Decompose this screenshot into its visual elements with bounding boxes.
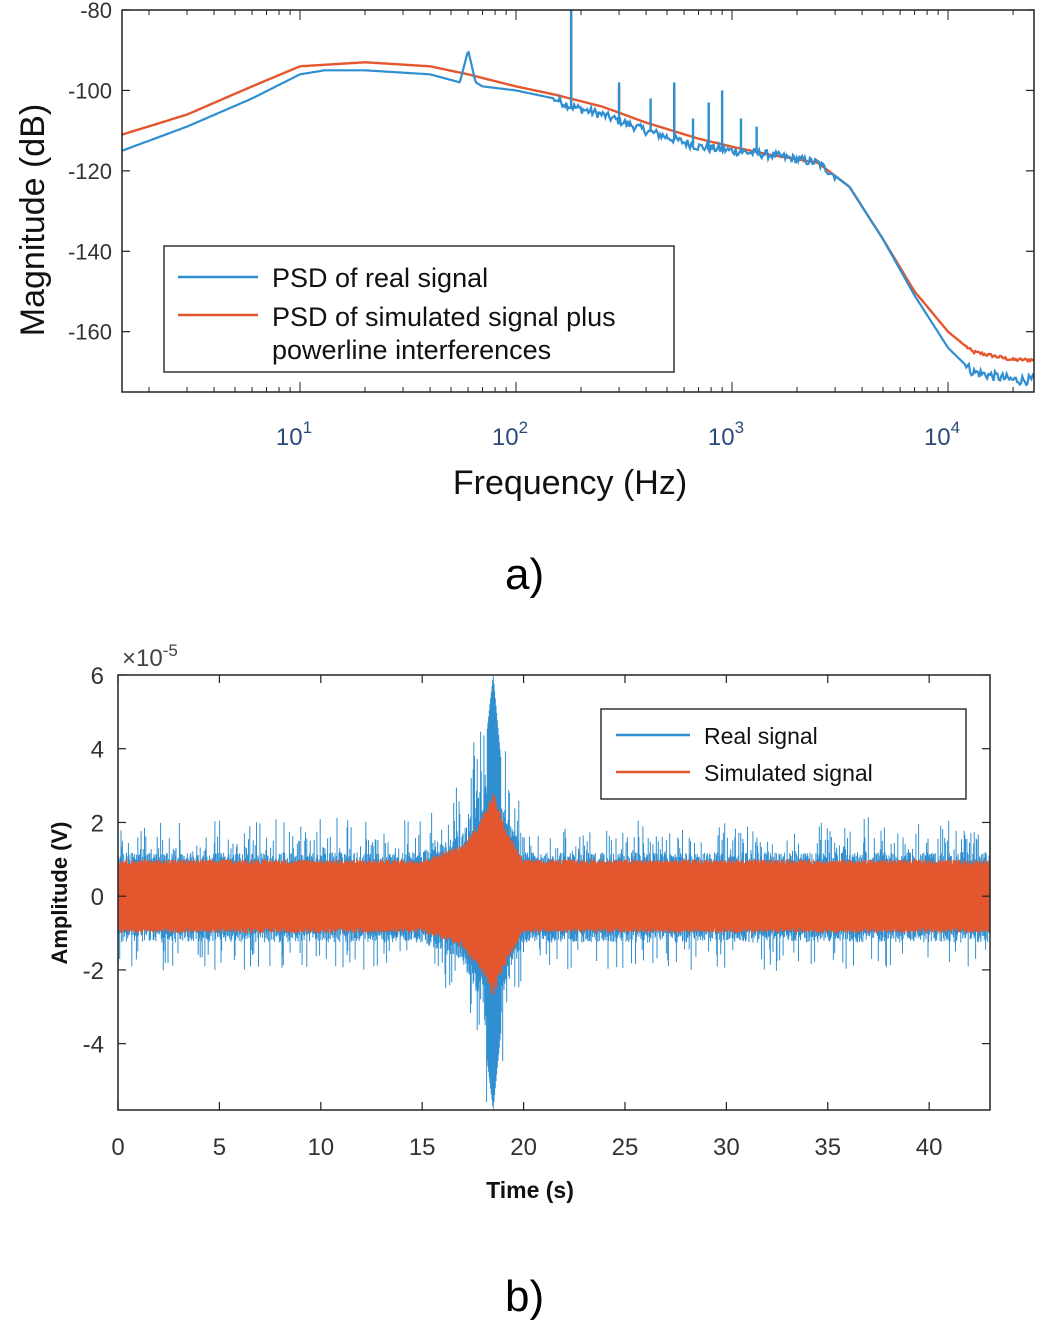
psd-ytick-label: -100: [68, 78, 112, 103]
time-ytick-label: 2: [91, 810, 104, 837]
psd-ytick-label: -140: [68, 239, 112, 264]
time-ylabel: Amplitude (V): [47, 822, 72, 965]
legend-label-real-b: Real signal: [704, 723, 818, 749]
psd-ylabel: Magnitude (dB): [14, 104, 52, 336]
legend-label-real: PSD of real signal: [272, 263, 488, 293]
psd-chart: -80 -100 -120 -140 -160 101 102 103 104 Magnitud…: [14, 0, 1035, 502]
time-legend: Real signal Simulated signal: [600, 708, 967, 800]
time-xtick-label: 10: [307, 1134, 334, 1161]
legend-label-simulated-b: Simulated signal: [704, 760, 873, 786]
psd-ytick-label: -80: [80, 0, 112, 23]
psd-xtick-label: 103: [708, 418, 744, 451]
psd-ytick-label: -160: [68, 320, 112, 345]
time-xtick-label: 5: [213, 1134, 226, 1161]
time-ytick-label: 6: [91, 663, 104, 690]
legend-label-simulated: PSD of simulated signal plus powerline in…: [272, 302, 616, 365]
time-xtick-label: 0: [111, 1134, 124, 1161]
time-xtick-label: 25: [612, 1134, 639, 1161]
time-xtick-label: 40: [916, 1134, 943, 1161]
psd-xtick-label: 104: [924, 418, 960, 451]
psd-legend: PSD of real signal PSD of simulated sign…: [163, 245, 675, 373]
time-xtick-label: 20: [510, 1134, 537, 1161]
time-xlabel: Time (s): [486, 1177, 574, 1203]
psd-ytick-label: -120: [68, 159, 112, 184]
time-plot-frame: [117, 674, 991, 1111]
psd-xlabel: Frequency (Hz): [453, 464, 687, 502]
time-ytick-label: 4: [91, 737, 104, 764]
caption-a: a): [505, 550, 545, 599]
caption-b: b): [505, 1272, 545, 1321]
time-xtick-label: 30: [713, 1134, 740, 1161]
time-trace-simulated: [117, 792, 991, 995]
psd-xtick-label: 102: [492, 418, 528, 451]
time-xtick-label: 15: [409, 1134, 436, 1161]
time-exponent: ×10-5: [122, 641, 178, 672]
time-ytick-label: -2: [83, 958, 104, 985]
psd-plot-frame: [121, 9, 1035, 393]
time-xtick-label: 35: [814, 1134, 841, 1161]
time-ytick-label: -4: [83, 1032, 104, 1059]
psd-line-real: [121, 50, 1035, 387]
time-ytick-label: 0: [91, 884, 104, 911]
psd-xtick-label: 101: [276, 418, 312, 451]
psd-axis-ticks: -80 -100 -120 -140 -160 101 102 103 104: [68, 0, 1034, 451]
psd-series-layer: [121, 10, 1035, 387]
